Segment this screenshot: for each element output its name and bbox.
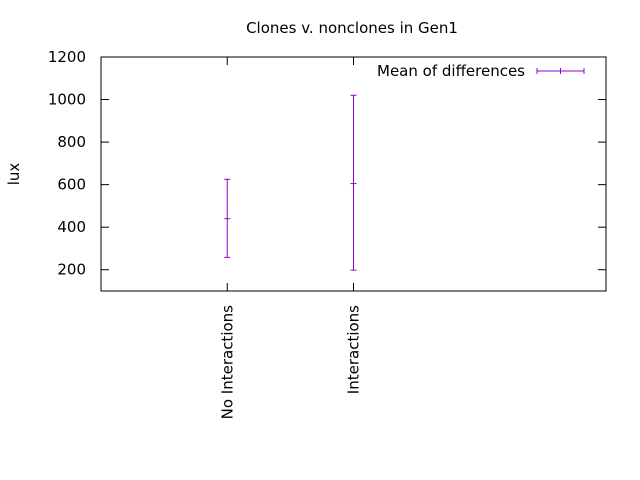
series-mean-of-differences [224,94,357,271]
legend-label: Mean of differences [377,62,525,80]
y-tick-label: 1200 [48,48,86,66]
y-tick-label: 400 [57,218,86,236]
y-axis-ticks: 200 400 600 800 1000 1200 [48,48,606,279]
x-axis-ticks: No Interactions Interactions [218,57,363,420]
y-axis-label: lux [5,163,23,186]
y-tick-label: 800 [57,133,86,151]
legend-sample [536,68,585,74]
x-tick-label: Interactions [345,305,363,394]
y-tick-label: 600 [57,176,86,194]
legend: Mean of differences [377,62,585,80]
y-tick-label: 200 [57,261,86,279]
y-tick-label: 1000 [48,91,86,109]
chart-title: Clones v. nonclones in Gen1 [246,19,458,37]
x-tick-label: No Interactions [218,305,236,420]
